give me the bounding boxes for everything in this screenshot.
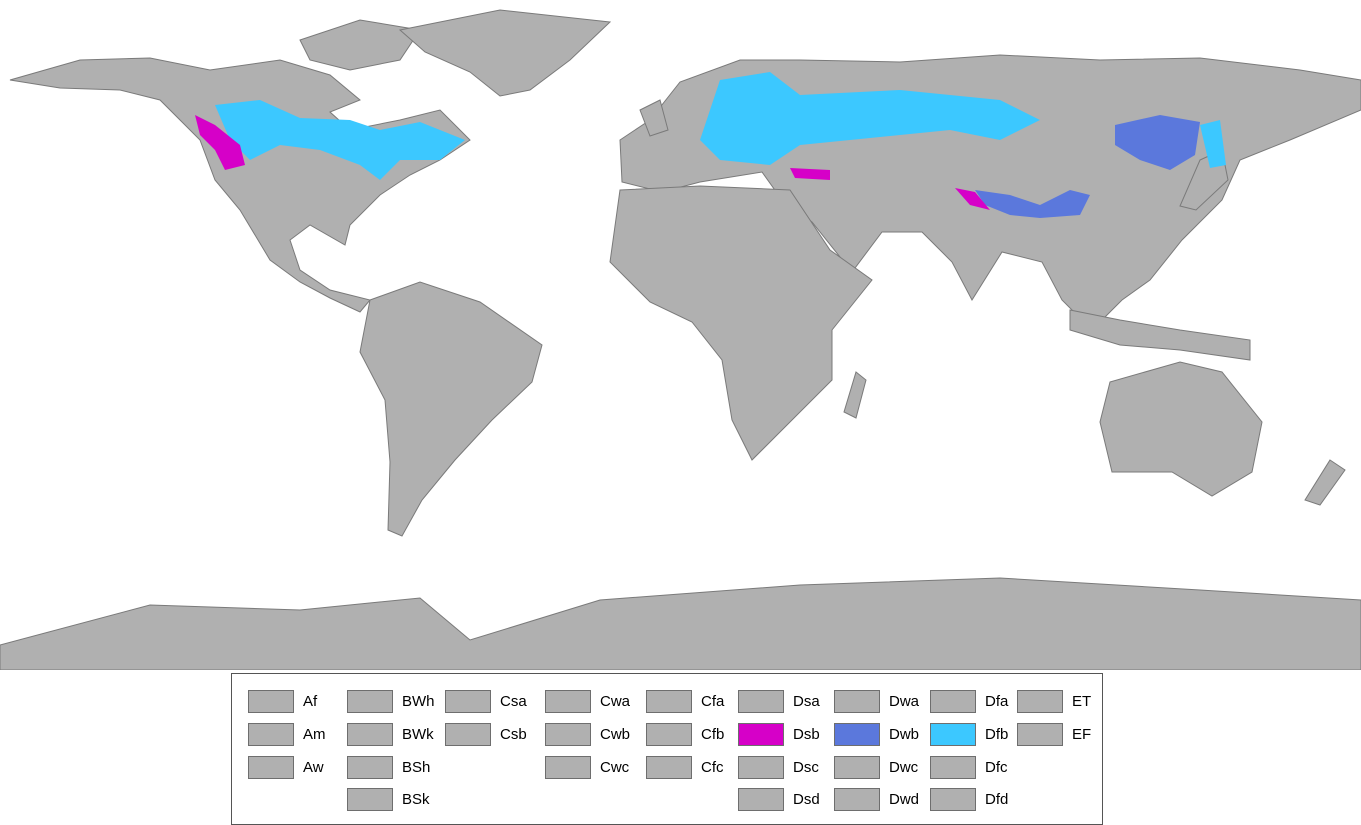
new-zealand [1304, 459, 1346, 506]
zone-dfb-eurasia [700, 72, 1040, 165]
legend-swatch [347, 756, 393, 779]
legend-swatch [1017, 723, 1063, 746]
legend-swatch [930, 788, 976, 811]
legend-label: Cwa [600, 693, 631, 710]
zone-dfb-east-asia [1200, 120, 1226, 168]
climate-zones [195, 72, 1226, 218]
zone-dsb-turkey [790, 168, 830, 180]
legend-label: Dsd [793, 791, 820, 808]
legend-swatch [834, 690, 880, 713]
british-isles [639, 99, 669, 137]
legend-label: Aw [303, 759, 324, 776]
legend-swatch [445, 723, 491, 746]
legend-label: ET [1072, 693, 1092, 710]
legend-label: Dwa [889, 693, 920, 710]
legend-swatch [248, 690, 294, 713]
zone-dsb-central-asia [955, 188, 990, 210]
legend-label: Csa [500, 693, 527, 710]
legend-swatch [738, 690, 784, 713]
legend-label: Dfb [985, 726, 1009, 743]
australia [1099, 361, 1263, 497]
antarctica [0, 577, 1361, 670]
indonesia [1069, 309, 1251, 361]
legend-label: Cwb [600, 726, 631, 743]
legend-label: Dwb [889, 726, 920, 743]
legend-swatch [834, 756, 880, 779]
legend-swatch [1017, 690, 1063, 713]
legend-label: Dsb [793, 726, 820, 743]
legend-label: Dfd [985, 791, 1009, 808]
legend-swatch [545, 756, 591, 779]
legend-label: Cfa [701, 693, 725, 710]
legend-label: Csb [500, 726, 527, 743]
legend-swatch [738, 788, 784, 811]
legend-label: Cfc [701, 759, 724, 776]
legend-label: Dfa [985, 693, 1009, 710]
legend-swatch [347, 788, 393, 811]
zone-dwb-central-asia [975, 190, 1090, 218]
legend-label: BWh [402, 693, 435, 710]
legend-swatch [248, 723, 294, 746]
legend-swatch [834, 723, 880, 746]
legend-label: BWk [402, 726, 434, 743]
legend-swatch [646, 756, 692, 779]
legend-swatch [738, 723, 784, 746]
legend-swatch [834, 788, 880, 811]
legend-label: EF [1072, 726, 1092, 743]
legend-label: BSh [402, 759, 431, 776]
legend-swatch [646, 723, 692, 746]
legend-label: Dwd [889, 791, 920, 808]
legend-swatch [930, 690, 976, 713]
zone-dsb-north-america [195, 115, 245, 170]
legend-label: Dfc [985, 759, 1008, 776]
greenland [398, 9, 612, 97]
legend-label: Cwc [600, 759, 630, 776]
legend-swatch [930, 756, 976, 779]
legend-swatch [347, 690, 393, 713]
legend-swatch [738, 756, 784, 779]
legend-swatch [445, 690, 491, 713]
madagascar [843, 371, 867, 419]
legend-swatch [545, 723, 591, 746]
legend-swatch [930, 723, 976, 746]
world-map [0, 9, 1361, 670]
legend-label: BSk [402, 791, 430, 808]
legend-label: Am [303, 726, 326, 743]
legend-swatch [347, 723, 393, 746]
legend-swatch [646, 690, 692, 713]
zone-dfb-north-america [215, 100, 465, 180]
south-america [359, 281, 543, 537]
legend-label: Dsc [793, 759, 819, 776]
legend-label: Af [303, 693, 318, 710]
arctic-islands [299, 19, 421, 71]
africa [609, 185, 873, 461]
legend: Af Am Aw BWh BWk BSh BSk Csa Csb Cwa Cwb Cwc Cfa Cfb C… [231, 673, 1103, 825]
legend-label: Dwc [889, 759, 919, 776]
legend-label: Dsa [793, 693, 820, 710]
legend-label: Cfb [701, 726, 725, 743]
legend-swatch [545, 690, 591, 713]
legend-swatch [248, 756, 294, 779]
zone-dwb-manchuria [1115, 115, 1200, 170]
land-masses [0, 9, 1361, 670]
north-america [9, 57, 471, 313]
